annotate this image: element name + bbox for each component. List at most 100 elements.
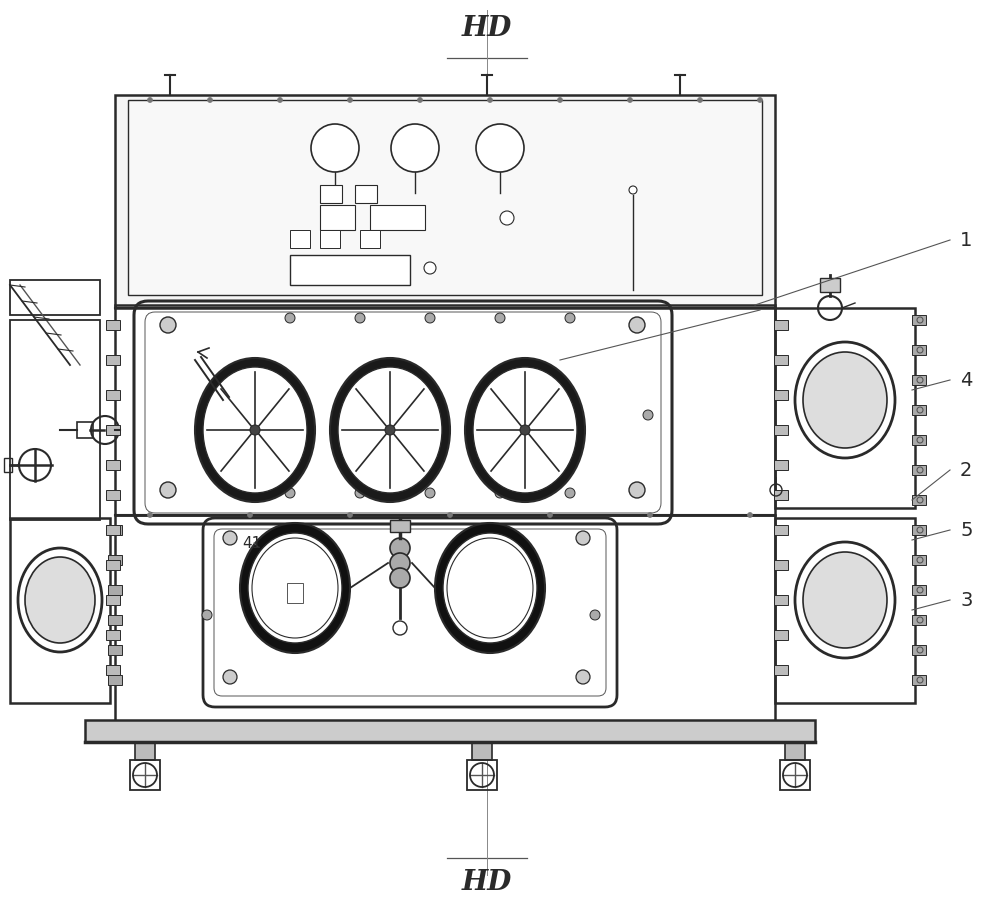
Circle shape	[424, 262, 436, 274]
Bar	[360, 230, 380, 248]
Bar	[774, 355, 788, 365]
Bar	[106, 320, 120, 330]
Bar	[130, 760, 160, 790]
Ellipse shape	[803, 552, 887, 648]
Bar	[10, 518, 110, 703]
Circle shape	[643, 410, 653, 420]
Circle shape	[285, 313, 295, 323]
Bar	[912, 435, 926, 445]
Circle shape	[390, 538, 410, 558]
Ellipse shape	[795, 542, 895, 658]
Circle shape	[448, 512, 452, 518]
Circle shape	[488, 97, 492, 103]
Circle shape	[418, 97, 422, 103]
Circle shape	[250, 425, 260, 435]
Ellipse shape	[330, 358, 450, 502]
Circle shape	[748, 512, 753, 518]
Text: 2: 2	[960, 460, 972, 479]
Bar	[287, 583, 303, 603]
Bar	[290, 230, 310, 248]
Ellipse shape	[443, 533, 537, 643]
Circle shape	[698, 97, 702, 103]
Ellipse shape	[435, 523, 545, 653]
Bar	[108, 615, 122, 625]
Circle shape	[476, 124, 524, 172]
Ellipse shape	[465, 358, 585, 502]
Bar	[106, 595, 120, 605]
Circle shape	[495, 488, 505, 498]
Circle shape	[285, 488, 295, 498]
Circle shape	[628, 97, 633, 103]
Bar	[106, 665, 120, 675]
Circle shape	[565, 488, 575, 498]
Bar	[472, 742, 492, 760]
Bar	[775, 308, 915, 508]
Bar	[108, 585, 122, 595]
Bar	[774, 425, 788, 435]
Bar	[10, 320, 100, 520]
Bar	[108, 555, 122, 565]
Bar	[467, 760, 497, 790]
Bar	[320, 230, 340, 248]
Circle shape	[160, 482, 176, 498]
Ellipse shape	[195, 358, 315, 502]
Circle shape	[355, 313, 365, 323]
Ellipse shape	[240, 523, 350, 653]
Text: 1: 1	[960, 231, 972, 250]
Circle shape	[348, 97, 352, 103]
Bar	[370, 205, 425, 230]
Text: HD: HD	[462, 868, 512, 895]
Bar	[106, 390, 120, 400]
Bar	[774, 595, 788, 605]
Circle shape	[148, 512, 152, 518]
Bar	[780, 760, 810, 790]
Bar	[355, 185, 377, 203]
Ellipse shape	[795, 342, 895, 458]
Circle shape	[391, 124, 439, 172]
Circle shape	[160, 317, 176, 333]
Circle shape	[576, 531, 590, 545]
Bar	[10, 280, 100, 315]
Bar	[820, 278, 840, 292]
Circle shape	[425, 313, 435, 323]
Bar	[912, 555, 926, 565]
Bar	[290, 255, 410, 285]
Circle shape	[565, 313, 575, 323]
Bar	[106, 630, 120, 640]
Bar	[785, 742, 805, 760]
Circle shape	[348, 512, 352, 518]
Bar	[115, 95, 775, 308]
Bar	[912, 615, 926, 625]
Circle shape	[355, 488, 365, 498]
Bar	[774, 490, 788, 500]
Bar	[390, 520, 410, 532]
Bar	[774, 665, 788, 675]
Circle shape	[223, 670, 237, 684]
Ellipse shape	[803, 352, 887, 448]
Bar	[774, 320, 788, 330]
Bar	[106, 525, 120, 535]
Bar	[106, 355, 120, 365]
Circle shape	[311, 124, 359, 172]
Bar	[912, 645, 926, 655]
Bar	[912, 375, 926, 385]
Bar	[106, 490, 120, 500]
Ellipse shape	[248, 533, 342, 643]
Ellipse shape	[18, 548, 102, 652]
Bar	[774, 390, 788, 400]
Bar	[106, 425, 120, 435]
Circle shape	[576, 670, 590, 684]
Circle shape	[385, 425, 395, 435]
Bar	[774, 460, 788, 470]
Bar	[320, 185, 342, 203]
Bar	[912, 315, 926, 325]
Bar	[106, 460, 120, 470]
Bar	[115, 305, 775, 515]
Circle shape	[520, 425, 530, 435]
Text: 41: 41	[242, 536, 261, 550]
Bar	[108, 525, 122, 535]
Text: 5: 5	[960, 520, 972, 539]
Text: 3: 3	[960, 590, 972, 609]
Circle shape	[500, 211, 514, 225]
Circle shape	[223, 531, 237, 545]
